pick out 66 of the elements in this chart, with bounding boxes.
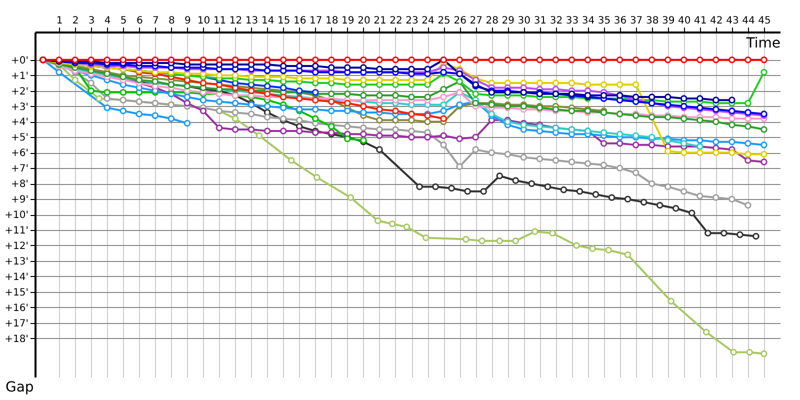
x-tick-label: 42 [710,16,723,26]
y-axis-title: Gap [6,380,34,396]
x-tick-label: 29 [502,16,514,26]
x-tick-label: 3 [88,16,95,26]
x-tick-label: 15 [277,16,290,26]
x-tick-label: 41 [694,16,707,26]
y-tick-label: +13' [4,256,28,268]
y-tick-label: +14' [4,272,28,283]
y-tick-label: +2' [11,86,28,98]
x-tick-label: 7 [152,16,159,26]
y-tick-label: +8' [11,179,28,190]
x-tick-label: 9 [184,16,191,26]
x-tick-label: 32 [550,16,563,26]
x-tick-label: 43 [726,16,739,26]
y-tick-label: +3' [11,102,28,113]
x-tick-label: 19 [342,16,354,26]
x-tick-label: 34 [582,16,595,26]
x-tick-label: 27 [470,16,482,26]
y-tick-label: +1' [11,70,28,82]
y-tick-label: +5' [11,132,28,144]
x-tick-label: 40 [678,16,691,26]
x-tick-label: 8 [168,16,175,26]
x-tick-label: 12 [229,16,242,26]
x-tick-label: 5 [120,16,127,26]
y-tick-label: +16' [4,302,28,314]
y-tick-label: +4' [11,117,28,128]
x-tick-label: 30 [518,16,531,26]
y-tick-label: +0' [11,55,28,66]
x-tick-label: 18 [326,16,338,26]
x-tick-label: 24 [422,16,434,26]
x-tick-label: 36 [614,16,627,26]
x-tick-label: 39 [662,16,675,26]
x-tick-label: 28 [486,16,498,26]
x-tick-label: 22 [390,16,402,26]
x-tick-label: 37 [630,16,643,26]
x-tick-label: 45 [758,16,771,26]
x-tick-label: 23 [406,16,418,26]
y-tick-label: +7' [11,164,28,175]
x-tick-label: 17 [310,16,322,26]
x-tick-label: 16 [293,16,306,26]
x-tick-label: 33 [566,16,579,26]
y-tick-label: +17' [4,318,28,330]
x-tick-label: 20 [358,16,370,26]
y-tick-label: +12' [4,241,28,252]
x-tick-label: 31 [534,16,547,26]
x-axis-title: Time [745,36,780,52]
x-tick-label: 35 [598,16,611,26]
x-tick-label: 21 [374,16,386,26]
x-tick-label: 2 [72,16,79,26]
x-tick-label: 10 [197,16,210,26]
x-tick-label: 1 [56,16,63,26]
x-tick-label: 26 [454,16,466,26]
y-tick-label: +11' [4,226,28,237]
y-tick-label: +9' [11,194,28,206]
y-tick-label: +18' [4,334,28,345]
x-tick-label: 38 [646,16,659,26]
x-tick-label: 6 [136,16,143,26]
x-tick-label: 14 [261,16,274,26]
x-tick-label: 44 [742,16,755,26]
y-tick-label: +15' [4,287,28,298]
x-tick-label: 13 [245,16,258,26]
y-tick-label: +6' [11,148,28,160]
y-tick-label: +10' [4,210,28,222]
x-tick-label: 11 [213,16,226,26]
x-tick-label: 4 [104,16,111,26]
x-tick-label: 25 [438,16,450,26]
